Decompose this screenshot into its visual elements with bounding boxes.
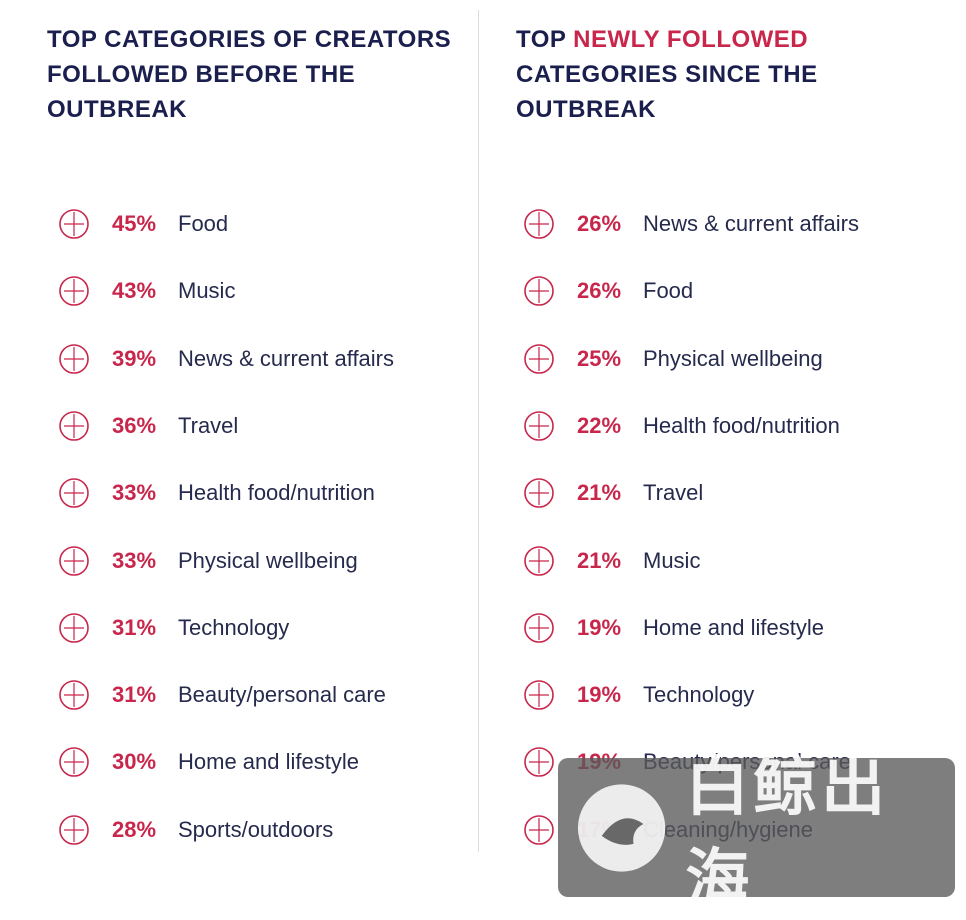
icon [59,276,89,307]
right-title: TOP NEWLY FOLLOWED CATEGORIES SINCE THE … [516,22,818,127]
watermark-logo [577,783,666,872]
list-row: 39% News & current affairs [52,339,394,379]
icon [524,209,554,239]
percent: 26% [577,278,622,304]
list-row: 28% Sports/outdoors [52,810,333,850]
category-label: Travel [178,412,239,438]
title-line: TOP CATEGORIES OF CREATORS [47,26,452,53]
title-highlight: NEWLY FOLLOWED [573,26,809,53]
percent: 39% [112,345,157,371]
percent: 25% [577,345,622,371]
list-row: 43% Music [52,271,235,311]
percent: 21% [577,547,622,573]
icon [524,747,554,778]
icon [524,814,554,845]
category-label: Physical wellbeing [643,345,823,371]
title-line: OUTBREAK [516,96,656,123]
icon [59,814,89,845]
category-label: Music [643,547,701,573]
category-label: News & current affairs [643,211,860,236]
list-row: 19% Home and lifestyle [517,608,824,648]
watermark-text: 白鲸出海 [685,750,890,917]
percent: 31% [112,614,157,640]
list-row: 30% Home and lifestyle [52,742,359,782]
icon [524,276,554,307]
icon [59,747,89,778]
list-row: 31% Technology [52,608,289,648]
icon [524,411,554,441]
icon [524,343,554,374]
percent: 28% [112,816,157,842]
percent: 43% [112,278,157,304]
category-label: Sports/outdoors [178,816,334,842]
percent: 22% [577,412,622,438]
icon [59,545,89,576]
category-label: Home and lifestyle [643,614,824,640]
category-label: Food [178,211,229,236]
percent: 19% [577,614,622,640]
percent: 30% [112,749,157,775]
percent: 19% [577,682,622,708]
icon [524,612,554,643]
list-row: 45% Food [52,204,228,244]
list-row: 21% Music [517,541,700,581]
list-row: 33% Health food/nutrition [52,473,375,513]
watermark: 白鲸出海 [558,751,955,917]
icon [59,411,89,441]
percent: 33% [112,480,157,506]
list-row: 19% Technology [517,675,754,715]
list-row: 26% Food [517,271,693,311]
left-title: TOP CATEGORIES OF CREATORS FOLLOWED BEFO… [47,22,451,127]
category-label: Technology [178,614,290,640]
icon [59,680,89,710]
percent: 33% [112,547,157,573]
list-row: 36% Travel [52,406,238,446]
list-row: 21% Travel [517,473,703,513]
category-label: Physical wellbeing [178,547,358,573]
icon [59,343,89,374]
category-label: Health food/nutrition [643,412,840,438]
category-label: Technology [643,682,755,708]
icon [524,680,554,710]
category-label: Health food/nutrition [178,480,375,506]
list-row: 22% Health food/nutrition [517,406,840,446]
category-label: Music [178,278,236,304]
icon [59,209,89,239]
icon [524,478,554,508]
list-row: 26% News & current affairs [517,204,859,244]
category-label: Home and lifestyle [178,749,359,775]
category-label: News & current affairs [178,345,395,371]
title-line: CATEGORIES SINCE THE [516,61,818,88]
category-label: Travel [643,480,704,506]
title-prefix: TOP [516,26,566,53]
icon [59,478,89,508]
category-label: Food [643,278,694,304]
percent: 26% [577,211,622,236]
divider [478,10,479,852]
title-line: OUTBREAK [47,96,187,123]
percent: 45% [112,211,157,236]
title-line: TOP NEWLY FOLLOWED [516,22,818,57]
list-row: 31% Beauty/personal care [52,675,386,715]
percent: 36% [112,412,157,438]
percent: 31% [112,682,157,708]
title-line: FOLLOWED BEFORE THE [47,61,356,88]
icon [59,612,89,643]
list-row: 25% Physical wellbeing [517,339,823,379]
icon [524,545,554,576]
percent: 21% [577,480,622,506]
list-row: 33% Physical wellbeing [52,541,358,581]
category-label: Beauty/personal care [178,682,386,708]
